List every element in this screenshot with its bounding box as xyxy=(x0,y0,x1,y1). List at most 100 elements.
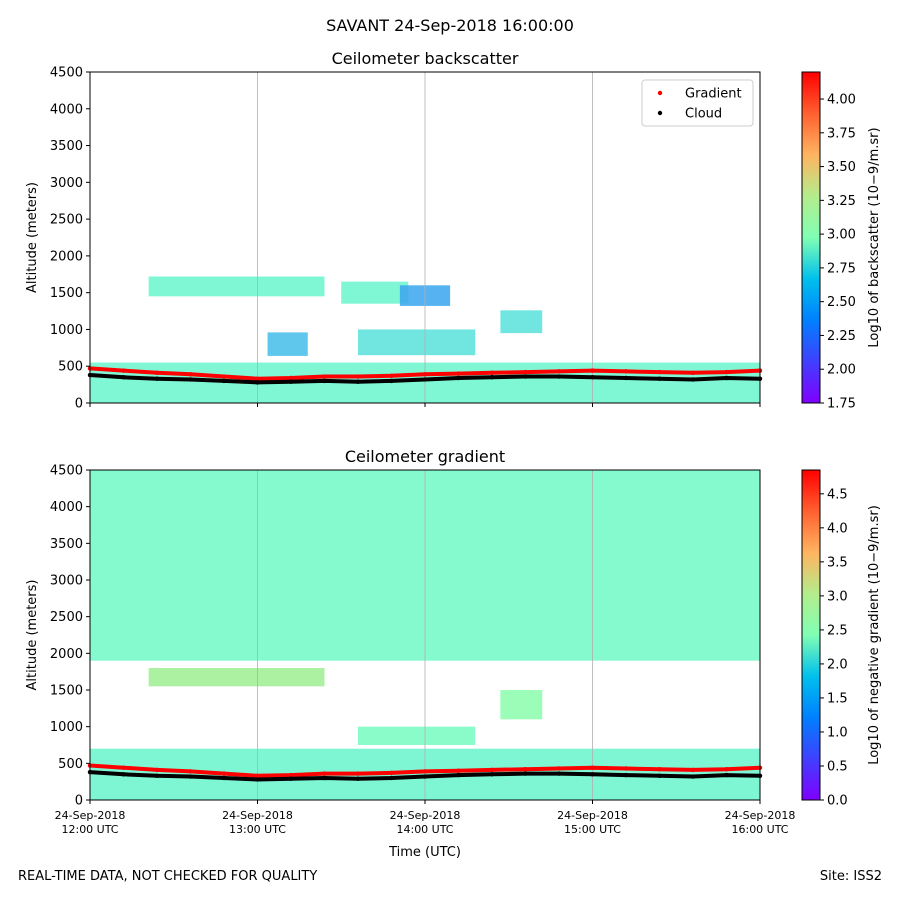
data-point xyxy=(556,374,562,379)
data-point xyxy=(724,772,729,778)
data-point xyxy=(121,765,126,770)
colorbar-tick-label: 2.25 xyxy=(827,329,856,344)
data-point xyxy=(724,767,729,772)
y-axis-label: Altitude (meters) xyxy=(25,182,40,293)
data-point xyxy=(556,766,562,771)
x-tick-label: 24-Sep-2018 16:00 UTC xyxy=(725,809,796,836)
colorbar-label: Log10 of backscatter (10−9/m.sr) xyxy=(867,127,882,347)
y-tick-label: 2000 xyxy=(50,249,83,264)
data-point xyxy=(657,376,662,381)
legend-box xyxy=(641,79,754,127)
data-point xyxy=(221,374,227,379)
y-tick-label: 3000 xyxy=(50,176,83,191)
data-point xyxy=(389,770,394,776)
data-point xyxy=(355,379,361,384)
data-point xyxy=(523,767,528,772)
data-point xyxy=(556,771,562,776)
heatmap-region xyxy=(358,329,476,356)
panel-title: Ceilometer backscatter xyxy=(332,49,519,68)
data-point xyxy=(690,370,696,376)
y-tick-label: 3000 xyxy=(50,574,83,589)
data-point xyxy=(489,370,495,376)
y-tick-label: 500 xyxy=(58,360,83,375)
data-point xyxy=(154,767,160,773)
data-point xyxy=(657,773,662,778)
data-point xyxy=(489,767,495,773)
data-point xyxy=(623,369,629,374)
heatmap-region xyxy=(267,332,308,356)
data-point xyxy=(489,375,495,380)
colorbar: 0.0 0.5 1.0 1.5 2.0 2.5 3.0 3.5 4.0 4.5 Log10 of n… xyxy=(801,469,882,809)
data-point xyxy=(724,375,729,381)
data-point xyxy=(322,374,327,379)
data-point xyxy=(188,372,193,377)
heatmap-region xyxy=(148,276,325,297)
data-point xyxy=(556,369,562,374)
x-tick-label: 24-Sep-2018 14:00 UTC xyxy=(390,809,461,836)
y-tick-label: 4000 xyxy=(50,500,83,515)
data-point xyxy=(255,777,260,782)
data-point xyxy=(221,775,227,781)
colorbar: 1.75 2.00 2.25 2.50 2.75 3.00 3.25 3.50 3.75 4.00… xyxy=(801,71,882,412)
data-point xyxy=(690,377,696,382)
y-tick-label: 3500 xyxy=(50,139,83,154)
x-tick-label: 24-Sep-2018 12:00 UTC xyxy=(55,809,126,836)
data-point xyxy=(121,368,126,373)
x-tick-label: 24-Sep-2018 15:00 UTC xyxy=(557,809,628,836)
colorbar-tick-label: 3.5 xyxy=(827,555,848,570)
y-tick-label: 0 xyxy=(75,397,83,412)
colorbar-tick-label: 1.5 xyxy=(827,691,848,706)
data-point xyxy=(489,772,495,777)
data-point xyxy=(154,370,160,376)
data-point xyxy=(322,771,327,776)
data-point xyxy=(288,776,294,781)
data-point xyxy=(154,773,160,778)
y-tick-label: 2500 xyxy=(50,213,83,228)
y-tick-label: 2000 xyxy=(50,647,83,662)
y-tick-label: 0 xyxy=(75,794,83,809)
data-point xyxy=(288,772,294,778)
legend: Gradient Cloud xyxy=(641,79,754,127)
colorbar-tick-label: 2.0 xyxy=(827,657,848,672)
y-tick-label: 1000 xyxy=(50,323,83,338)
x-tick-label-line: 24-Sep-2018 xyxy=(222,809,293,822)
colorbar-tick-label: 4.5 xyxy=(827,487,848,502)
x-tick-label-line: 24-Sep-2018 xyxy=(725,809,796,822)
data-point xyxy=(188,774,193,779)
data-point xyxy=(690,767,696,773)
colorbar-tick-label: 3.25 xyxy=(827,194,856,209)
quality-disclaimer: REAL-TIME DATA, NOT CHECKED FOR QUALITY xyxy=(18,869,318,884)
heatmap-region xyxy=(148,668,325,687)
x-tick-label-line: 14:00 UTC xyxy=(396,823,453,836)
x-tick-label-line: 24-Sep-2018 xyxy=(557,809,628,822)
series-cloud xyxy=(87,769,763,782)
colorbar-tick-label: 2.75 xyxy=(827,261,856,276)
y-tick-label: 4500 xyxy=(50,66,83,81)
x-tick-label-line: 13:00 UTC xyxy=(229,823,286,836)
y-tick-label: 4500 xyxy=(50,464,83,479)
x-tick-label: 24-Sep-2018 13:00 UTC xyxy=(222,809,293,836)
data-point xyxy=(456,375,461,381)
data-point xyxy=(523,771,528,776)
legend-label: Cloud xyxy=(685,107,722,122)
data-point xyxy=(657,369,662,375)
y-tick-label: 1000 xyxy=(50,720,83,735)
x-tick-label-line: 15:00 UTC xyxy=(564,823,621,836)
x-axis-label: Time (UTC) xyxy=(388,845,461,860)
legend-marker xyxy=(657,90,663,96)
data-point xyxy=(422,372,428,377)
panel-1: 0 500 1000 1500 2000 2500 3000 3500 4000 4500 Ceil… xyxy=(25,49,882,412)
x-tick-label-line: 16:00 UTC xyxy=(731,823,788,836)
data-point xyxy=(456,768,461,773)
y-tick-label: 4000 xyxy=(50,102,83,117)
colorbar-tick-label: 3.0 xyxy=(827,589,848,604)
site-label: Site: ISS2 xyxy=(819,869,882,884)
data-point xyxy=(623,375,629,381)
data-point xyxy=(355,776,361,781)
heatmap-region xyxy=(500,310,543,334)
y-axis: 0 500 1000 1500 2000 2500 3000 3500 4000 4500 xyxy=(50,66,90,412)
heatmap-region xyxy=(500,690,543,720)
data-point xyxy=(221,771,227,776)
